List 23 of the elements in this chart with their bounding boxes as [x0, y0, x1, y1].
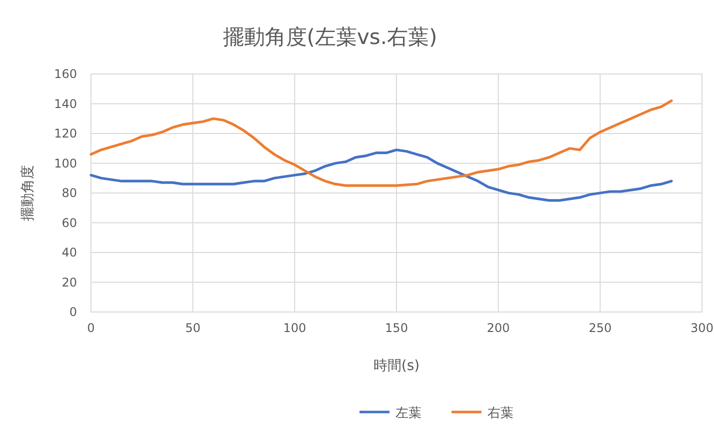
legend-label: 右葉 [488, 406, 514, 421]
x-tick-label: 0 [87, 321, 95, 335]
legend-label: 左葉 [396, 406, 422, 421]
y-tick-label: 160 [54, 67, 77, 81]
x-tick-label: 50 [185, 321, 200, 335]
x-tick-label: 300 [690, 321, 714, 335]
x-axis-title: 時間(s) [373, 358, 420, 374]
chart-title: 擺動角度(左葉vs.右葉) [222, 25, 438, 49]
x-tick-label: 250 [588, 321, 612, 335]
y-tick-label: 60 [62, 216, 77, 230]
y-tick-label: 140 [54, 96, 77, 111]
y-axis-title: 擺動角度 [20, 165, 36, 221]
y-tick-label: 40 [62, 246, 77, 260]
x-tick-label: 100 [283, 321, 306, 335]
y-tick-label: 120 [54, 126, 77, 140]
line-series [90, 99, 673, 187]
x-tick-label: 150 [385, 321, 408, 335]
y-tick-label: 80 [62, 186, 77, 200]
y-tick-label: 0 [69, 305, 77, 319]
line-series [90, 148, 673, 202]
y-tick-label: 20 [62, 275, 77, 290]
y-tick-label: 100 [54, 156, 77, 170]
x-tick-label: 200 [486, 321, 510, 335]
